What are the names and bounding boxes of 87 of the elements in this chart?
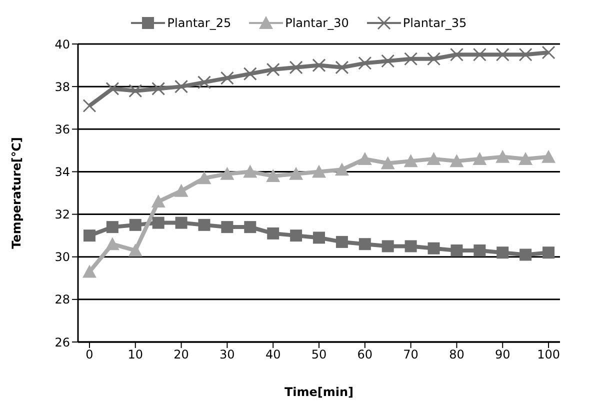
point [267, 227, 280, 240]
point [358, 152, 372, 165]
point [426, 152, 441, 165]
point [175, 216, 188, 229]
point [197, 171, 212, 184]
point [450, 244, 463, 256]
point [266, 62, 280, 76]
point [450, 154, 464, 168]
point [450, 48, 464, 62]
point [542, 46, 556, 60]
point [474, 244, 486, 256]
y-tick-label: 40 [54, 37, 70, 52]
point [244, 221, 256, 234]
point [313, 232, 325, 244]
point [518, 48, 532, 62]
point [221, 221, 234, 234]
point [336, 236, 348, 248]
x-tick-label: 90 [494, 348, 510, 362]
point [129, 218, 142, 231]
point [472, 152, 487, 165]
x-tick-label: 50 [311, 348, 327, 362]
point [335, 60, 349, 74]
point [334, 162, 349, 176]
point [128, 243, 142, 256]
point [380, 156, 395, 170]
point [152, 82, 166, 96]
point [428, 242, 440, 254]
x-tick-label: 0 [86, 348, 94, 362]
y-tick-label: 30 [54, 250, 70, 264]
y-tick-label: 38 [54, 80, 70, 94]
point [381, 54, 395, 68]
point [520, 248, 532, 261]
y-tick-label: 34 [54, 164, 70, 179]
point [404, 154, 418, 168]
point [105, 237, 120, 250]
legend-label: Plantar_30 [284, 16, 349, 30]
y-tick-label: 36 [54, 122, 70, 136]
point [220, 71, 234, 85]
point [290, 230, 302, 242]
y-axis-title: Temperature[℃] [9, 137, 24, 249]
x-axis-title: Time[min] [284, 385, 354, 399]
point [289, 166, 304, 180]
x-tick-label: 70 [403, 348, 418, 362]
x-tick-label: 20 [174, 348, 189, 362]
point [174, 80, 188, 94]
point [197, 76, 211, 90]
legend-label: Plantar_35 [402, 16, 467, 30]
y-tick-label: 32 [54, 208, 70, 222]
y-tick-label: 26 [54, 335, 70, 350]
x-tick-label: 100 [537, 348, 560, 362]
point [106, 82, 120, 96]
point [82, 264, 96, 278]
point [266, 168, 280, 182]
point [312, 164, 326, 178]
x-tick-label: 40 [265, 348, 281, 362]
point [128, 84, 142, 98]
point [358, 238, 371, 250]
point [518, 152, 533, 165]
point [358, 56, 372, 70]
point [174, 184, 188, 197]
point [106, 221, 118, 234]
point [243, 164, 258, 178]
point [82, 98, 96, 112]
y-tick-label: 28 [54, 292, 70, 307]
point [83, 230, 96, 242]
point [404, 52, 418, 66]
point [289, 60, 303, 74]
x-tick-label: 30 [220, 348, 235, 362]
point [198, 218, 210, 231]
point [427, 52, 441, 66]
legend-label: Plantar_25 [166, 16, 232, 30]
x-tick-label: 10 [128, 348, 144, 362]
point [542, 246, 555, 259]
point [496, 48, 510, 62]
point [243, 67, 257, 81]
point [404, 240, 417, 252]
point [152, 216, 164, 229]
point [496, 150, 510, 163]
x-tick-label: 80 [449, 348, 464, 362]
point [382, 240, 394, 252]
point [220, 166, 234, 180]
point [496, 246, 509, 259]
point [542, 150, 556, 163]
x-tick-label: 60 [357, 348, 373, 362]
point [312, 58, 326, 72]
point [472, 48, 486, 62]
point [151, 194, 166, 208]
